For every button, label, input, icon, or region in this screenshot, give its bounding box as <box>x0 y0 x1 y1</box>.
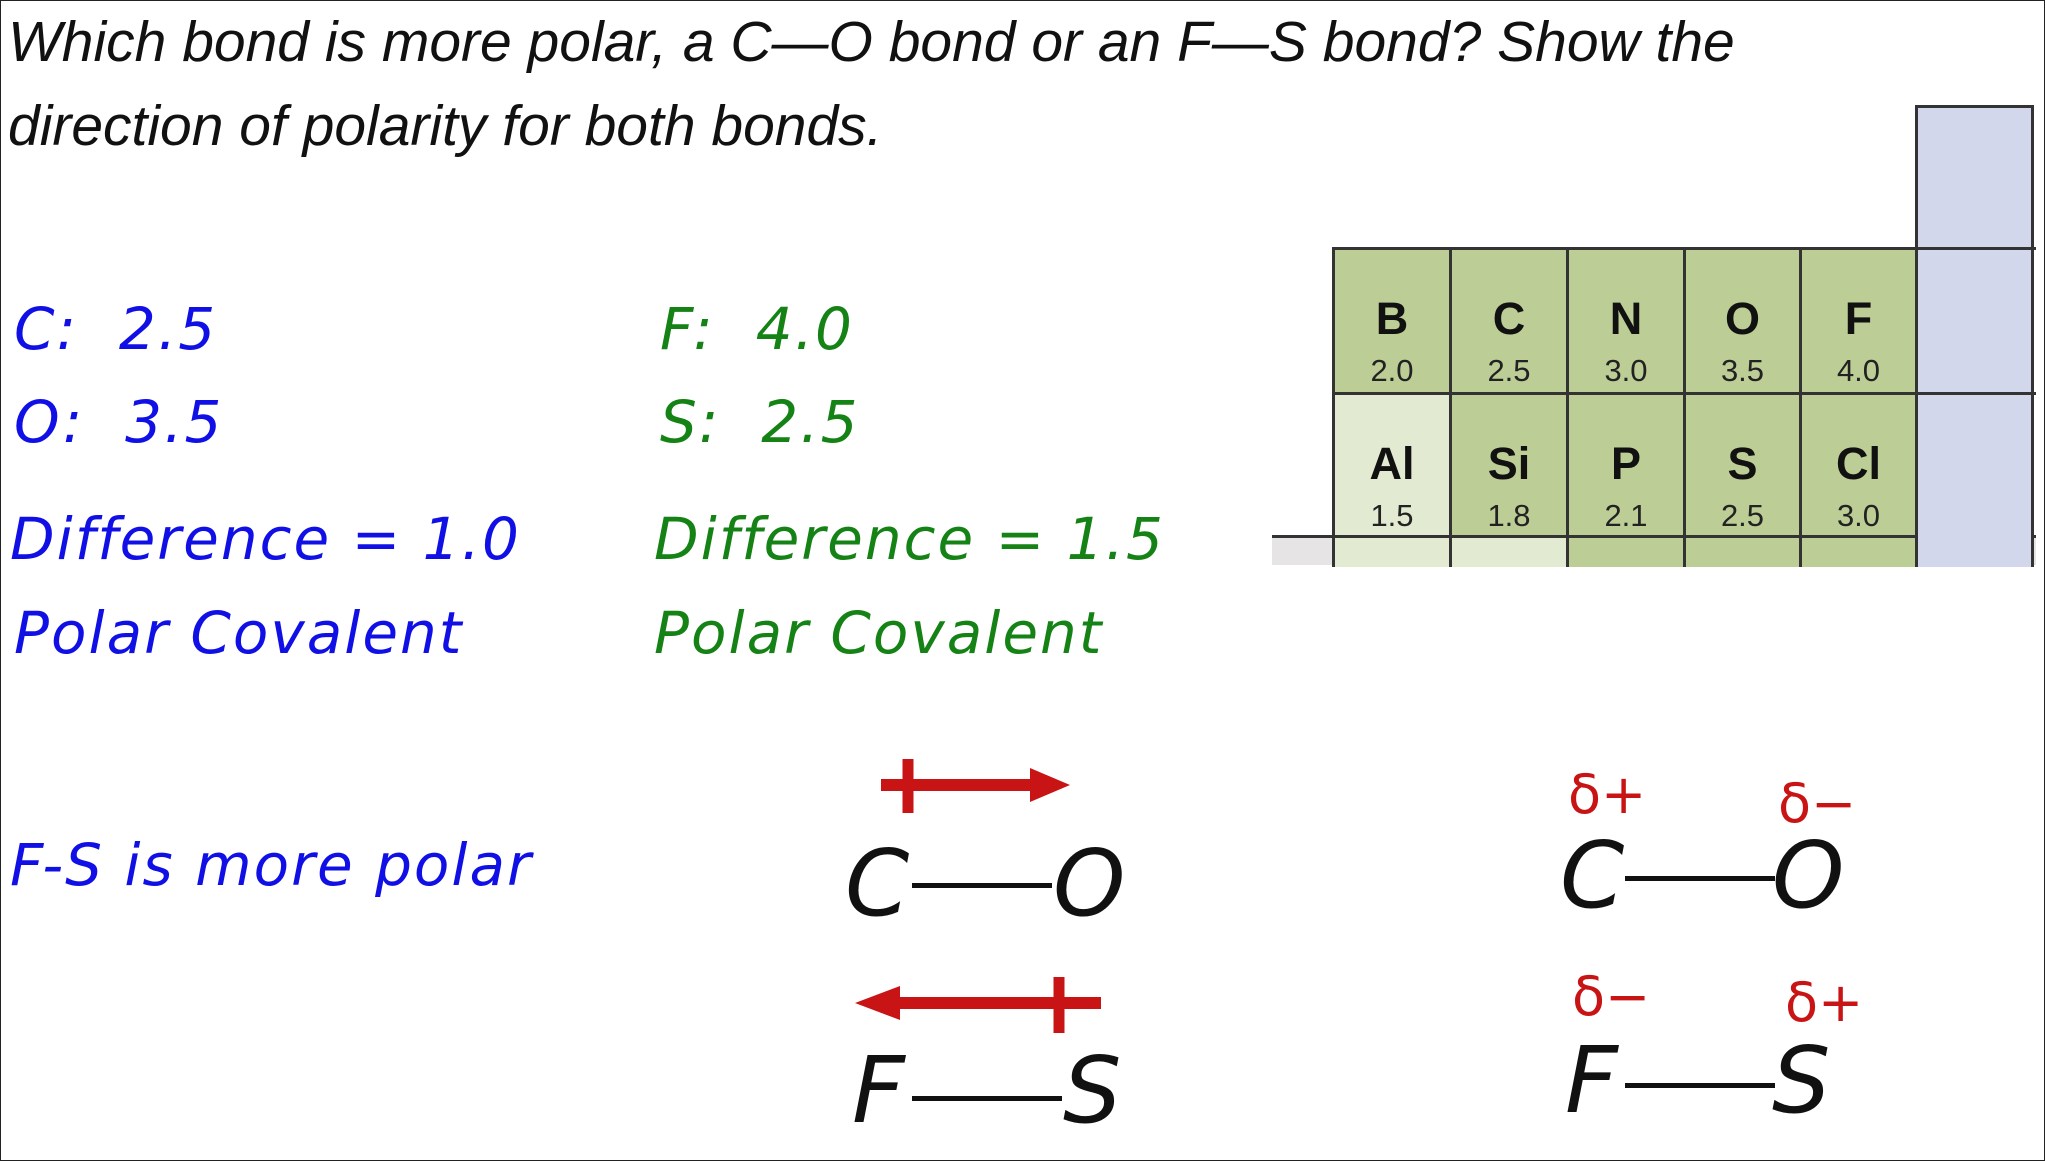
fs-arrow-left-atom: F <box>852 1037 905 1144</box>
periodic-table-excerpt: B 2.0 C 2.5 N 3.0 O 3.5 F 4.0 Al 1.5 Si … <box>1272 105 2036 567</box>
element-electronegativity: 2.5 <box>1487 353 1531 388</box>
co-arrow-left-atom: C <box>845 830 910 937</box>
element-symbol: S <box>1727 438 1758 489</box>
element-cell: Si 1.8 <box>1452 395 1569 538</box>
question-text: Which bond is more polar, a C—O bond or … <box>8 10 1735 158</box>
next-row-cell <box>1335 538 1452 567</box>
s-electronegativity: S: 2.5 <box>660 388 860 456</box>
fs-charge-bond <box>1625 1083 1775 1088</box>
element-electronegativity: 3.5 <box>1720 353 1765 388</box>
conclusion-text: F-S is more polar <box>10 831 533 899</box>
element-symbol: N <box>1609 293 1643 344</box>
fs-right-partial-charge: δ+ <box>1785 971 1864 1034</box>
co-classification: Polar Covalent <box>14 599 464 667</box>
c-electronegativity: C: 2.5 <box>14 295 218 363</box>
element-cell: Cl 3.0 <box>1802 395 1918 538</box>
element-electronegativity: 2.0 <box>1370 353 1414 388</box>
f-electronegativity: F: 4.0 <box>660 295 854 363</box>
fs-difference: Difference = 1.5 <box>654 505 1165 573</box>
fs-left-partial-charge: δ− <box>1572 965 1651 1028</box>
co-polarity-arrow <box>881 759 1070 813</box>
element-cell: N 3.0 <box>1569 250 1686 395</box>
element-symbol: B <box>1375 293 1409 344</box>
co-charge-bond <box>1625 876 1775 881</box>
table-right-edge <box>2031 105 2034 567</box>
element-electronegativity: 2.1 <box>1604 498 1648 533</box>
element-symbol: Cl <box>1836 438 1881 489</box>
element-symbol: O <box>1724 293 1760 344</box>
next-row-cell <box>1802 538 1918 567</box>
element-electronegativity: 4.0 <box>1836 353 1881 388</box>
fs-polarity-arrow <box>855 977 1101 1033</box>
next-row-cell <box>1452 538 1569 567</box>
element-symbol: P <box>1610 438 1641 489</box>
element-cell: C 2.5 <box>1452 250 1569 395</box>
co-charge-left-atom: C <box>1560 822 1625 929</box>
element-cell: Al 1.5 <box>1335 395 1452 538</box>
noble-gas-column <box>1915 105 2031 567</box>
element-symbol: F <box>1844 293 1873 344</box>
co-right-partial-charge: δ− <box>1778 772 1857 835</box>
element-symbol: Si <box>1487 438 1531 489</box>
table-top-edge <box>1332 247 1918 250</box>
element-cell: S 2.5 <box>1686 395 1802 538</box>
noble-gas-divider-1 <box>1915 247 2036 250</box>
element-electronegativity: 3.0 <box>1604 353 1648 388</box>
next-row-cell <box>1569 538 1686 567</box>
element-electronegativity: 1.8 <box>1487 498 1531 533</box>
element-electronegativity: 3.0 <box>1836 498 1881 533</box>
fs-classification: Polar Covalent <box>654 599 1104 667</box>
element-symbol: C <box>1492 293 1526 344</box>
co-arrow-bond <box>912 883 1052 888</box>
element-cell: B 2.0 <box>1335 250 1452 395</box>
element-electronegativity: 2.5 <box>1720 498 1765 533</box>
fs-charge-right-atom: S <box>1772 1027 1831 1134</box>
fs-charge-left-atom: F <box>1565 1027 1618 1134</box>
noble-gas-divider-2 <box>1915 392 2036 395</box>
element-cell: O 3.5 <box>1686 250 1802 395</box>
fs-arrow-right-atom: S <box>1063 1037 1122 1144</box>
co-left-partial-charge: δ+ <box>1568 763 1647 826</box>
element-electronegativity: 1.5 <box>1370 498 1414 533</box>
fs-arrow-bond <box>912 1096 1062 1101</box>
o-electronegativity: O: 3.5 <box>14 388 224 456</box>
co-arrow-right-atom: O <box>1053 830 1126 937</box>
element-cell: P 2.1 <box>1569 395 1686 538</box>
element-symbol: Al <box>1369 438 1415 489</box>
next-row-cell <box>1686 538 1802 567</box>
co-charge-right-atom: O <box>1772 822 1845 929</box>
table-left-edge <box>1332 247 1335 567</box>
co-difference: Difference = 1.0 <box>10 505 521 573</box>
element-cell: F 4.0 <box>1802 250 1918 395</box>
